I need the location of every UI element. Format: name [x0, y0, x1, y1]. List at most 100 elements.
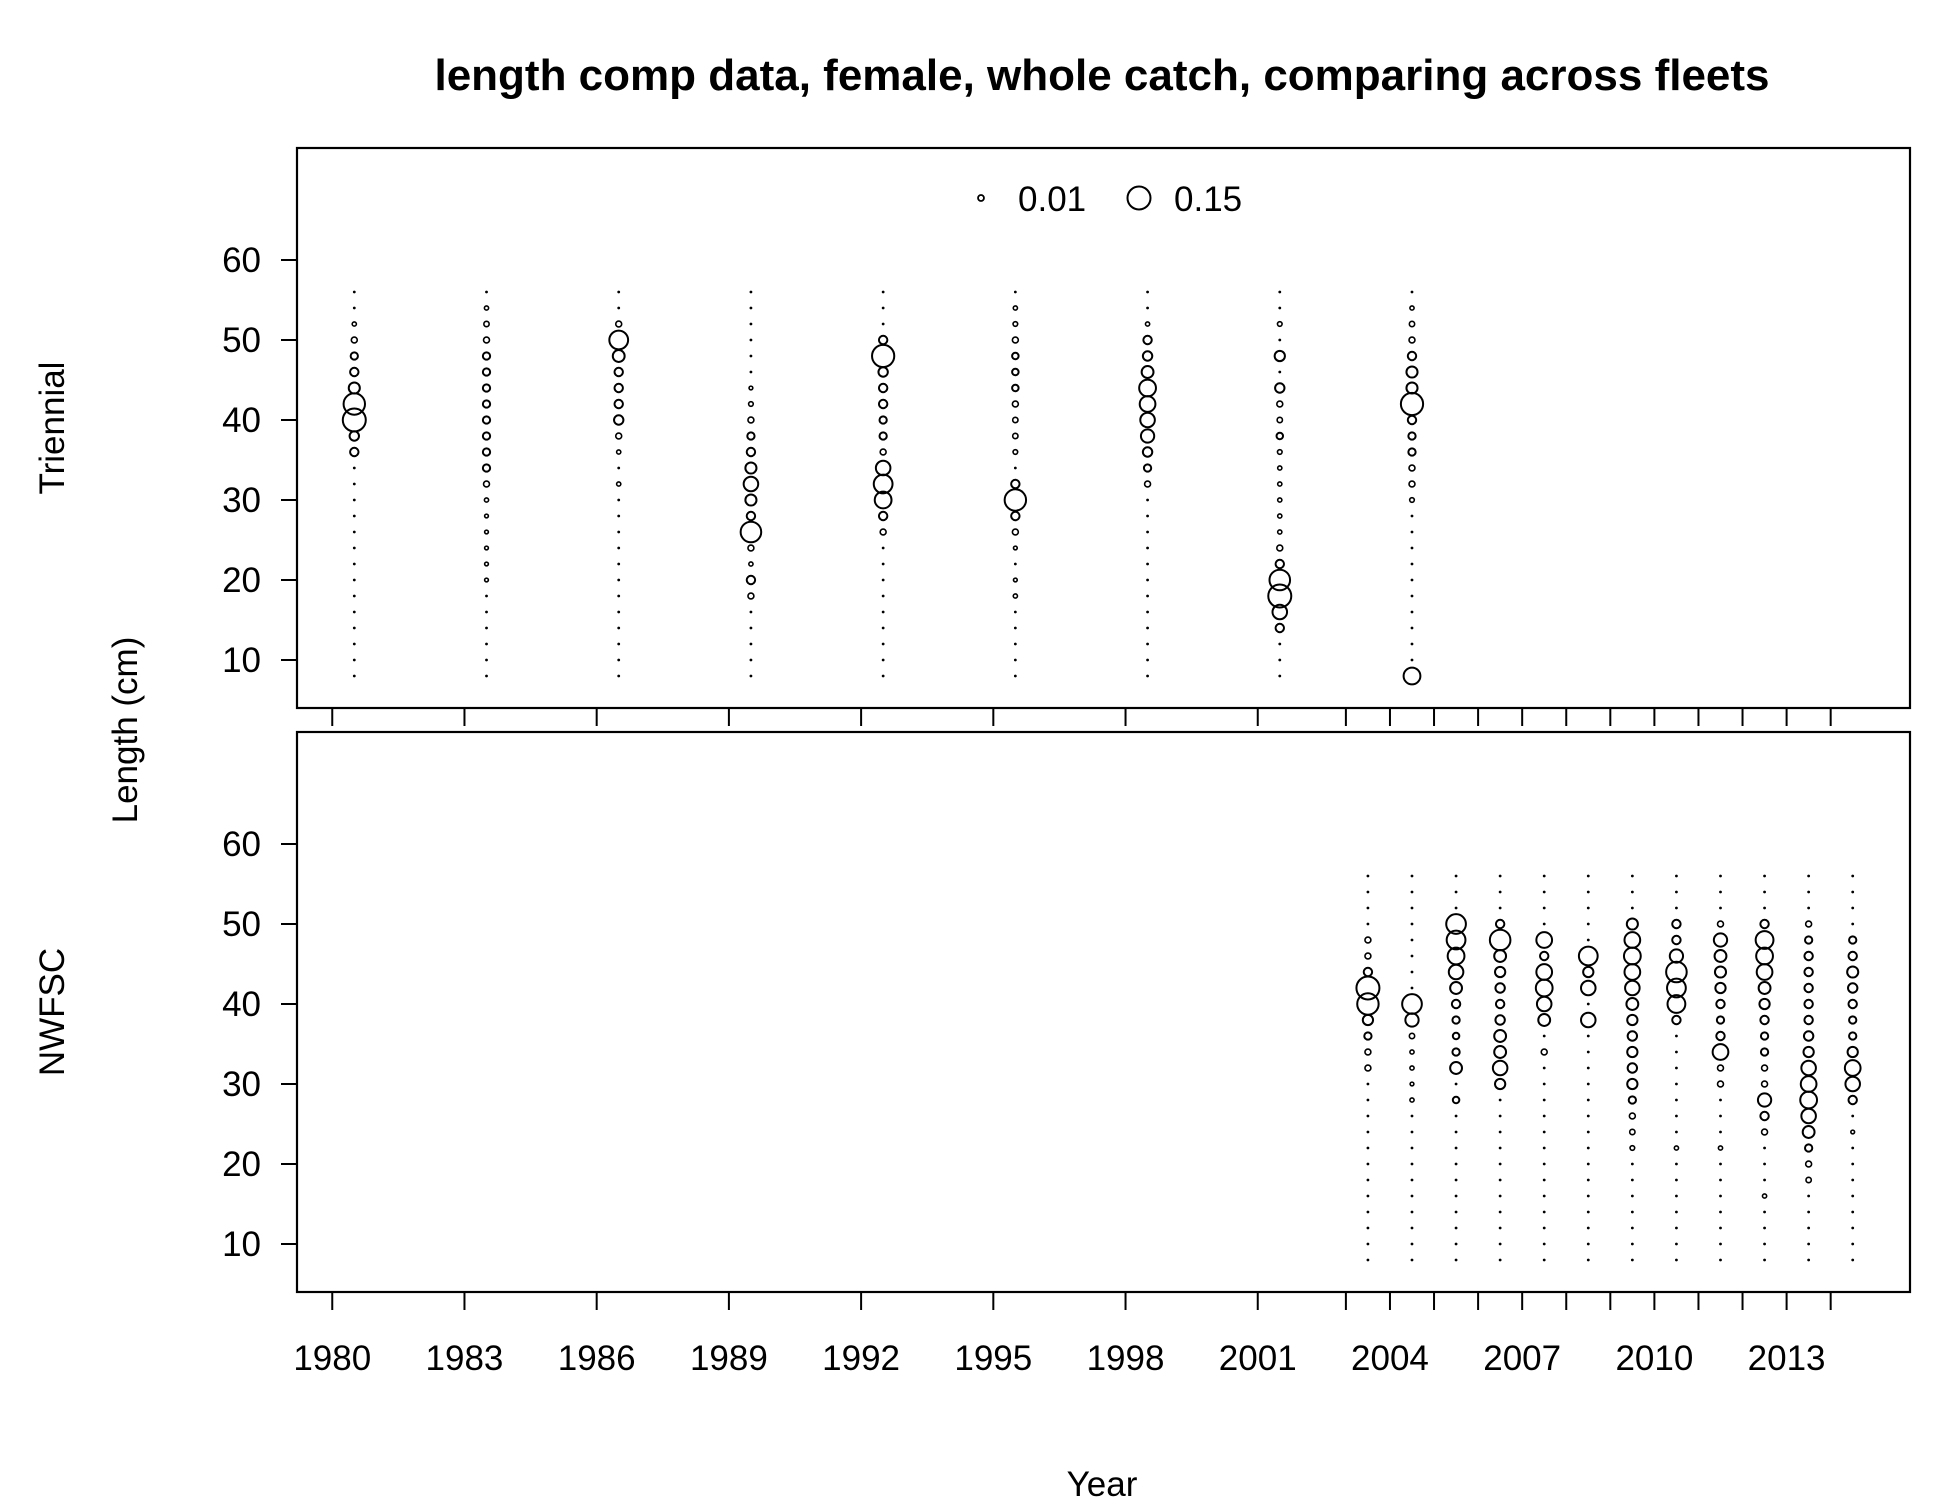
- y-tick-label: 40: [222, 985, 261, 1024]
- zero-point: [352, 610, 356, 614]
- bubble-point: [614, 432, 623, 440]
- zero-point: [1675, 1098, 1678, 1102]
- zero-point: [1146, 498, 1149, 502]
- bubble-point: [1805, 1176, 1813, 1184]
- zero-point: [1719, 1194, 1722, 1198]
- zero-point: [1454, 1162, 1458, 1166]
- y-tick-label: 30: [222, 481, 261, 520]
- bubble-point: [1273, 349, 1286, 363]
- bubble-point: [1276, 481, 1283, 487]
- zero-point: [1454, 1178, 1458, 1182]
- bubble-point: [1409, 305, 1415, 311]
- zero-point: [1719, 1098, 1722, 1102]
- bubble-point: [481, 351, 492, 361]
- bubble-point: [1409, 1065, 1415, 1071]
- bubble-point: [1712, 932, 1729, 948]
- zero-point: [1586, 1226, 1590, 1230]
- bubble-point: [1848, 935, 1858, 945]
- zero-point: [617, 658, 621, 662]
- x-tick-label: 2004: [1351, 1339, 1429, 1378]
- bubble-point: [481, 415, 492, 425]
- bubble-point: [1276, 400, 1284, 408]
- bubble-point: [1847, 982, 1859, 994]
- zero-point: [1630, 1194, 1634, 1198]
- bubble-point: [1803, 950, 1814, 962]
- zero-point: [1146, 658, 1149, 662]
- zero-point: [1410, 922, 1414, 926]
- zero-point: [1278, 658, 1282, 662]
- bubble-point: [1446, 946, 1466, 966]
- zero-point: [1586, 1114, 1590, 1118]
- zero-point: [1542, 890, 1546, 894]
- zero-point: [1763, 890, 1766, 894]
- zero-point: [1366, 1258, 1370, 1262]
- bubble-point: [1625, 917, 1639, 931]
- zero-point: [617, 626, 621, 630]
- zero-point: [1851, 1194, 1855, 1198]
- bubble-point: [1401, 993, 1423, 1015]
- zero-point: [1410, 610, 1414, 614]
- bubble-point: [1671, 918, 1682, 930]
- y-tick-label: 30: [222, 1065, 261, 1104]
- bubble-point: [613, 366, 624, 378]
- zero-point: [1366, 1114, 1370, 1118]
- bubble-point: [1012, 593, 1019, 599]
- bubble-point: [1355, 975, 1381, 1001]
- zero-point: [1630, 906, 1634, 910]
- zero-point: [1542, 1226, 1546, 1230]
- bubble-point: [871, 343, 896, 369]
- bubble-point: [1799, 1090, 1819, 1110]
- bubble-point: [1011, 416, 1019, 424]
- y-tick-label: 50: [222, 321, 261, 360]
- bubble-point: [483, 497, 490, 503]
- bubble-point: [1408, 464, 1416, 472]
- bubble-point: [1754, 930, 1775, 950]
- bubble-point: [1408, 496, 1416, 504]
- zero-point: [1498, 1114, 1502, 1118]
- bubble-point: [1011, 336, 1020, 344]
- zero-point: [881, 290, 885, 294]
- zero-point: [1851, 1210, 1855, 1214]
- bubble-point: [611, 349, 626, 363]
- bubble-point: [483, 561, 490, 567]
- zero-point: [617, 674, 621, 678]
- zero-point: [1410, 954, 1414, 958]
- zero-point: [1410, 938, 1414, 942]
- zero-point: [1410, 1194, 1414, 1198]
- bubble-point: [1276, 448, 1283, 456]
- bubble-point: [1757, 981, 1772, 995]
- zero-point: [1146, 530, 1149, 534]
- bubble-point: [481, 447, 492, 457]
- x-tick-label: 1986: [558, 1339, 636, 1378]
- bubble-point: [1671, 1014, 1682, 1026]
- zero-point: [1498, 1210, 1502, 1214]
- bubble-point: [1535, 931, 1554, 949]
- zero-point: [1586, 922, 1590, 926]
- bubble-point: [748, 561, 754, 567]
- bubble-point: [1409, 1081, 1415, 1087]
- zero-point: [1675, 1258, 1678, 1262]
- bubble-point: [1847, 950, 1858, 962]
- zero-point: [485, 674, 488, 678]
- zero-point: [1586, 906, 1590, 910]
- zero-point: [1586, 938, 1590, 942]
- zero-point: [1410, 874, 1414, 878]
- zero-point: [1410, 1114, 1414, 1118]
- zero-point: [1586, 1194, 1590, 1198]
- zero-point: [749, 306, 753, 310]
- bubble-point: [1713, 965, 1728, 979]
- zero-point: [1278, 338, 1282, 342]
- zero-point: [1851, 1146, 1855, 1150]
- zero-point: [1498, 1194, 1502, 1198]
- bubble-point: [747, 400, 755, 408]
- y-tick-label: 20: [222, 561, 261, 600]
- bubble-point: [1493, 965, 1507, 979]
- zero-point: [1454, 1194, 1458, 1198]
- zero-point: [1807, 1194, 1811, 1198]
- panel-nwfsc: 10 20 30 40 50 60 NWFSC: [33, 730, 1912, 1294]
- zero-point: [1630, 1210, 1634, 1214]
- zero-point: [1807, 874, 1811, 878]
- bubble-point: [1406, 350, 1418, 362]
- bubble-point: [1850, 1129, 1856, 1135]
- bubble-point: [1624, 979, 1641, 997]
